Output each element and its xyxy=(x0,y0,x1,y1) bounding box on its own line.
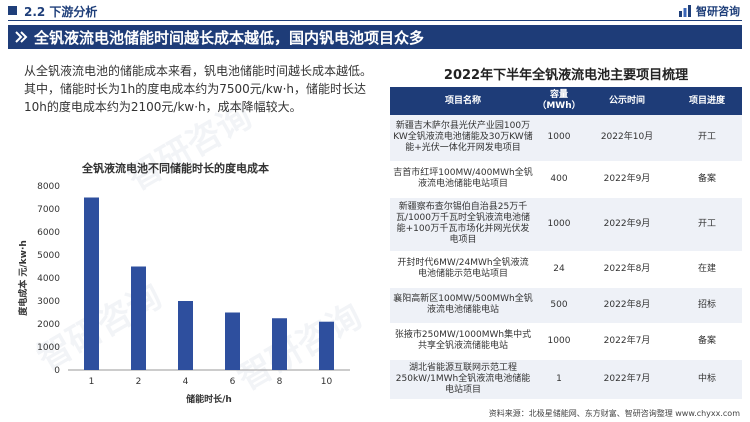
project-capacity: 400 xyxy=(536,161,582,198)
y-tick-label: 6000 xyxy=(37,228,60,238)
x-tick-label: 8 xyxy=(277,377,283,387)
project-name: 湖北省能源互联网示范工程250kW/1MWh全钒液流电池储能电站项目 xyxy=(390,359,536,400)
intro-paragraph: 从全钒液流电池的储能成本来看，钒电池储能时间越长成本越低。其中，储能时长为1h的… xyxy=(24,64,373,114)
table-row: 湖北省能源互联网示范工程250kW/1MWh全钒液流电池储能电站项目 1 202… xyxy=(390,359,742,400)
project-status: 招标 xyxy=(672,287,742,324)
project-name: 张掖市250MW/1000MWh集中式共享全钒液流储能电站 xyxy=(390,323,536,360)
project-capacity: 24 xyxy=(536,251,582,288)
bar xyxy=(131,266,146,370)
chart-title: 全钒液流电池不同储能时长的度电成本 xyxy=(82,162,269,175)
project-capacity: 500 xyxy=(536,287,582,324)
project-name: 新疆察布查尔锡伯自治县25万千瓦/1000万千瓦时全钒液流电池储能+100万千瓦… xyxy=(390,197,536,252)
projects-table: 项目名称 容量（MWh） 公示时间 项目进度 新疆吉木萨尔县光伏产业园100万K… xyxy=(390,87,742,400)
bar xyxy=(225,312,240,370)
project-date: 2022年9月 xyxy=(582,197,672,252)
headline-title: 全钒液流电池储能时间越长成本越低，国内钒电池项目众多 xyxy=(34,29,425,47)
table-row: 吉首市红坪100MW/400MWh全钒液流电池储能电站项目 400 2022年9… xyxy=(390,161,742,198)
table-title: 2022年下半年全钒液流电池主要项目梳理 xyxy=(443,68,689,83)
project-status: 开工 xyxy=(672,115,742,162)
x-tick-label: 1 xyxy=(89,377,95,387)
column-header-status: 项目进度 xyxy=(672,87,742,115)
y-tick-label: 5000 xyxy=(37,251,60,261)
project-capacity: 1000 xyxy=(536,115,582,162)
project-capacity: 1000 xyxy=(536,323,582,360)
y-tick-label: 8000 xyxy=(37,182,60,192)
table-row: 张掖市250MW/1000MWh集中式共享全钒液流储能电站 1000 2022年… xyxy=(390,323,742,360)
project-name: 襄阳高新区100MW/500MWh全钒液流电池储能电站 xyxy=(390,287,536,324)
project-date: 2022年7月 xyxy=(582,359,672,400)
y-axis-label: 度电成本 元/kw·h xyxy=(17,240,29,316)
bar-chart: 0 1000 2000 3000 4000 5000 6000 7000 8000 1 2 4 6 8 10… xyxy=(17,182,350,404)
column-header-name: 项目名称 xyxy=(390,87,536,115)
project-name: 吉首市红坪100MW/400MWh全钒液流电池储能电站项目 xyxy=(390,161,536,198)
project-name: 开封时代6MW/24MWh全钒液流电池储能示范电站项目 xyxy=(390,251,536,288)
project-date: 2022年8月 xyxy=(582,251,672,288)
table-row: 襄阳高新区100MW/500MWh全钒液流电池储能电站 500 2022年8月 … xyxy=(390,287,742,324)
y-tick-label: 3000 xyxy=(37,297,60,307)
y-tick-label: 7000 xyxy=(37,205,60,215)
bar xyxy=(272,318,287,370)
project-date: 2022年8月 xyxy=(582,287,672,324)
y-tick-label: 4000 xyxy=(37,274,60,284)
project-status: 开工 xyxy=(672,197,742,252)
x-tick-label: 4 xyxy=(183,377,189,387)
project-status: 备案 xyxy=(672,323,742,360)
table-row: 开封时代6MW/24MWh全钒液流电池储能示范电站项目 24 2022年8月 在… xyxy=(390,251,742,288)
column-header-date: 公示时间 xyxy=(582,87,672,115)
project-capacity: 1 xyxy=(536,359,582,400)
section-title: 2.2 下游分析 xyxy=(24,5,98,19)
project-capacity: 1000 xyxy=(536,197,582,252)
project-status: 在建 xyxy=(672,251,742,288)
divider xyxy=(8,20,742,21)
bar xyxy=(319,321,334,370)
project-date: 2022年9月 xyxy=(582,161,672,198)
project-date: 2022年7月 xyxy=(582,323,672,360)
headline-banner: 全钒液流电池储能时间越长成本越低，国内钒电池项目众多 xyxy=(8,25,742,49)
y-tick-label: 1000 xyxy=(37,343,60,353)
x-tick-label: 10 xyxy=(321,377,333,387)
project-status: 中标 xyxy=(672,359,742,400)
table-row: 新疆吉木萨尔县光伏产业园100万KW全钒液流电池储能及30万KW储能+光伏一体化… xyxy=(390,115,742,162)
y-tick-label: 0 xyxy=(54,366,60,376)
logo: 智研咨询 xyxy=(678,3,740,19)
project-status: 备案 xyxy=(672,161,742,198)
section-marker-icon xyxy=(8,6,17,15)
x-tick-label: 6 xyxy=(230,377,236,387)
project-name: 新疆吉木萨尔县光伏产业园100万KW全钒液流电池储能及30万KW储能+光伏一体化… xyxy=(390,115,536,162)
x-tick-label: 2 xyxy=(136,377,142,387)
double-chevron-icon xyxy=(15,31,28,43)
source-note: 资料来源：北极星储能网、东方财富、智研咨询整理 www.chyxx.com xyxy=(488,409,740,418)
y-tick-label: 2000 xyxy=(37,320,60,330)
x-axis-label: 储能时长/h xyxy=(186,393,232,404)
table-row: 新疆察布查尔锡伯自治县25万千瓦/1000万千瓦时全钒液流电池储能+100万千瓦… xyxy=(390,197,742,252)
bar xyxy=(84,197,99,370)
logo-icon xyxy=(679,5,691,17)
top-bar: 2.2 下游分析 智研咨询 xyxy=(0,0,750,22)
column-header-capacity: 容量（MWh） xyxy=(536,87,582,115)
logo-text: 智研咨询 xyxy=(696,5,740,18)
table-header-row: 项目名称 容量（MWh） 公示时间 项目进度 xyxy=(390,87,742,115)
bar xyxy=(178,301,193,370)
project-date: 2022年10月 xyxy=(582,115,672,162)
